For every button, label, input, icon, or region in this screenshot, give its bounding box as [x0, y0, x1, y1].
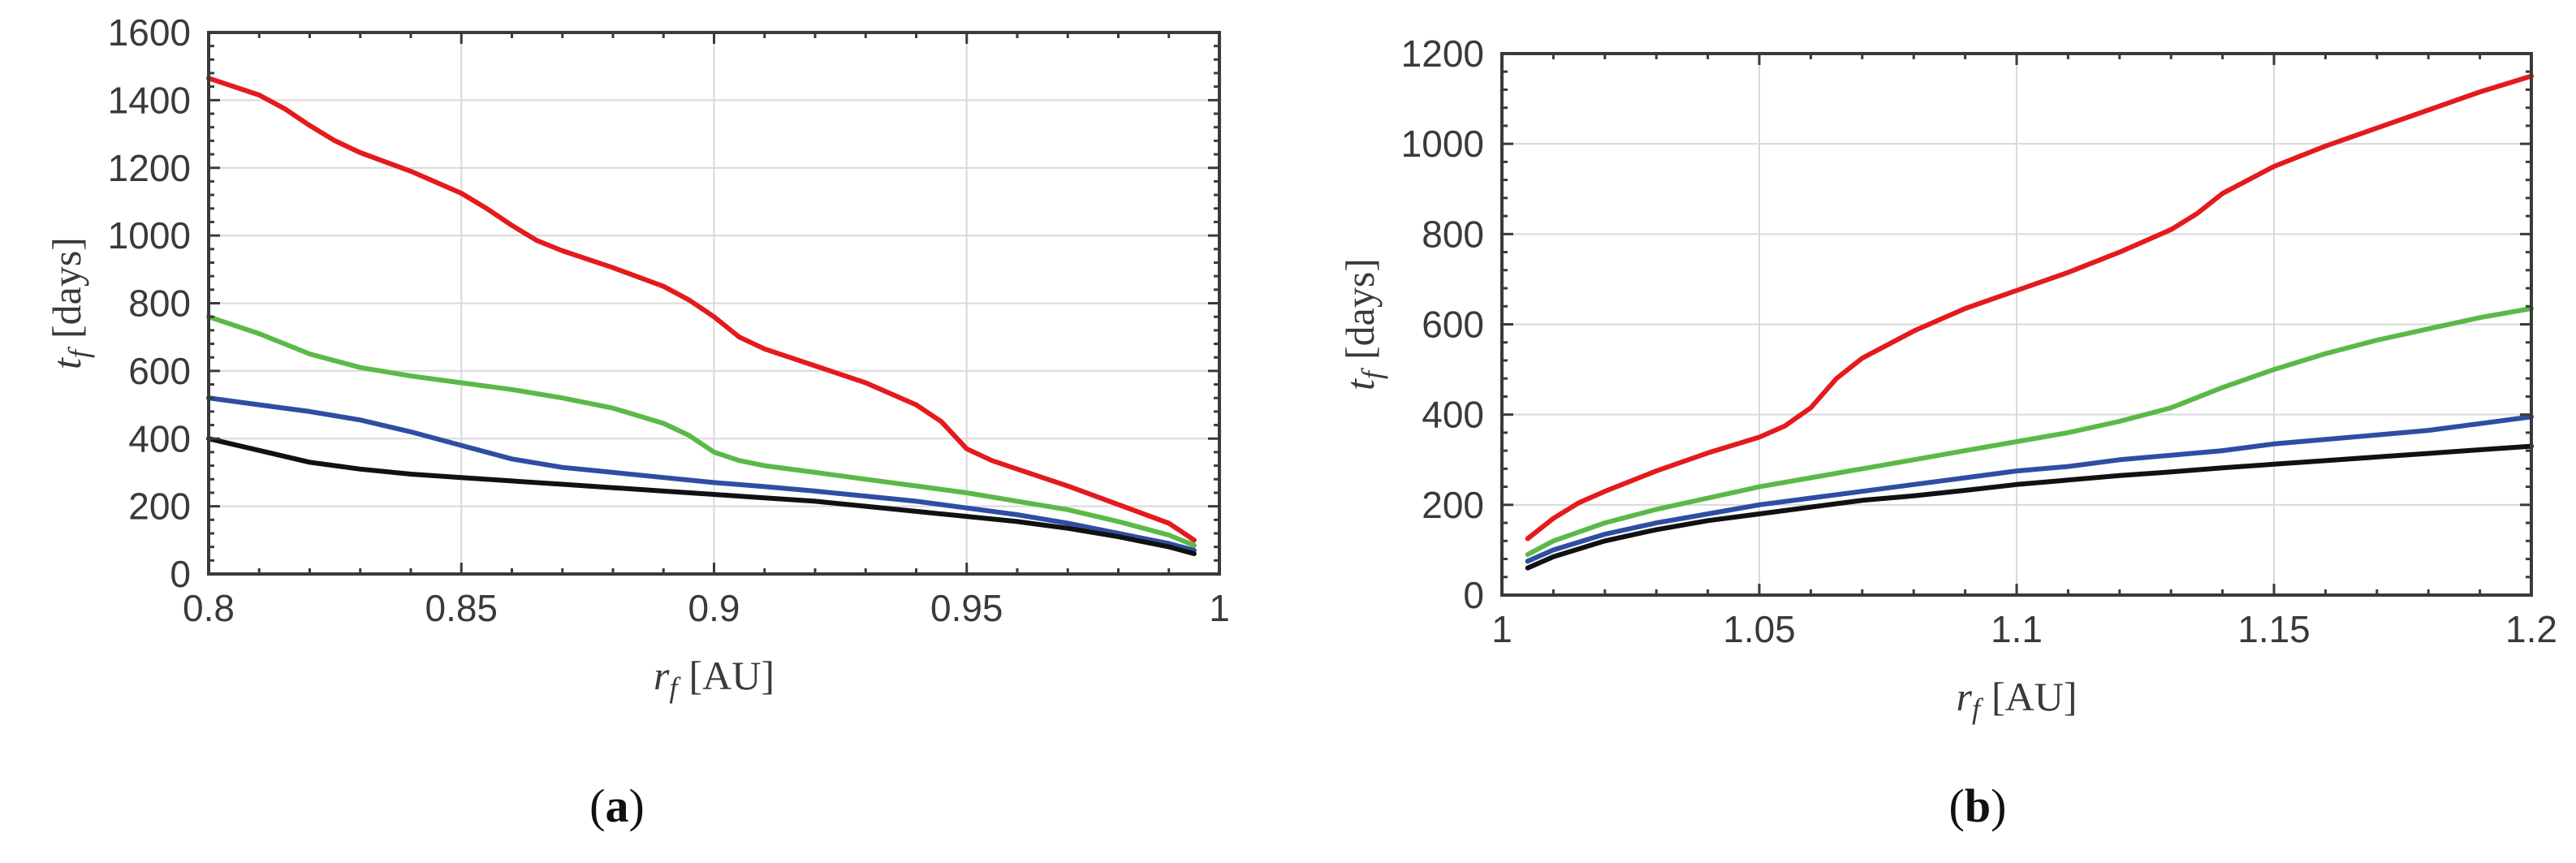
series-line-blue [206, 395, 1197, 553]
y-tick-label: 1600 [108, 11, 191, 54]
y-tick-label: 1200 [108, 147, 191, 189]
series-line-red [206, 76, 1197, 543]
y-tick-label: 600 [128, 350, 191, 392]
y-tick-label: 800 [128, 283, 191, 325]
chart-panel-a: 0.8 0.85 0.9 0.95 1 0 200 400 600 800 1000 1200 1400… [44, 11, 1230, 832]
y-tick-label: 1000 [1401, 123, 1484, 165]
x-tick-label: 1.15 [2237, 608, 2311, 650]
x-tick-label: 1 [1209, 587, 1230, 629]
series-line-green [1525, 306, 2534, 557]
chart-panel-b: 1 1.05 1.1 1.15 1.2 0 200 400 600 800 1000 1200 rf [A… [1337, 32, 2557, 832]
series-line-green [206, 314, 1197, 548]
series-line-black [1525, 443, 2534, 571]
x-tick-label: 0.8 [183, 587, 235, 629]
panel-label-a: (a) [589, 779, 645, 832]
x-tick-label: 1.2 [2505, 608, 2557, 650]
x-tick-label: 0.9 [688, 587, 740, 629]
x-tick-label: 0.95 [930, 587, 1003, 629]
x-tick-label: 1.05 [1723, 608, 1796, 650]
y-tick-label: 800 [1422, 213, 1484, 255]
y-tick-label: 400 [128, 417, 191, 460]
x-tick-label: 1 [1491, 608, 1512, 650]
x-tick-label: 0.85 [425, 587, 498, 629]
y-tick-label: 1200 [1401, 32, 1484, 75]
y-axis-label: tf[days] [44, 237, 95, 369]
y-tick-label: 400 [1422, 394, 1484, 436]
x-axis-label: rf [AU] [1956, 674, 2077, 725]
x-axis-label: rf [AU] [654, 653, 775, 704]
y-tick-label: 1000 [108, 214, 191, 257]
y-tick-label: 600 [1422, 304, 1484, 346]
y-tick-label: 200 [128, 485, 191, 528]
series-line-black [206, 436, 1197, 556]
panel-label-b: (b) [1949, 779, 2007, 832]
y-tick-label: 1400 [108, 79, 191, 121]
x-tick-label: 1.1 [1991, 608, 2043, 650]
series-line-red [1525, 73, 2534, 542]
y-tick-label: 0 [170, 553, 191, 595]
y-axis-label: tf[days] [1337, 258, 1388, 391]
y-tick-label: 200 [1422, 484, 1484, 526]
y-tick-label: 0 [1463, 574, 1484, 616]
series-line-blue [1525, 414, 2534, 564]
